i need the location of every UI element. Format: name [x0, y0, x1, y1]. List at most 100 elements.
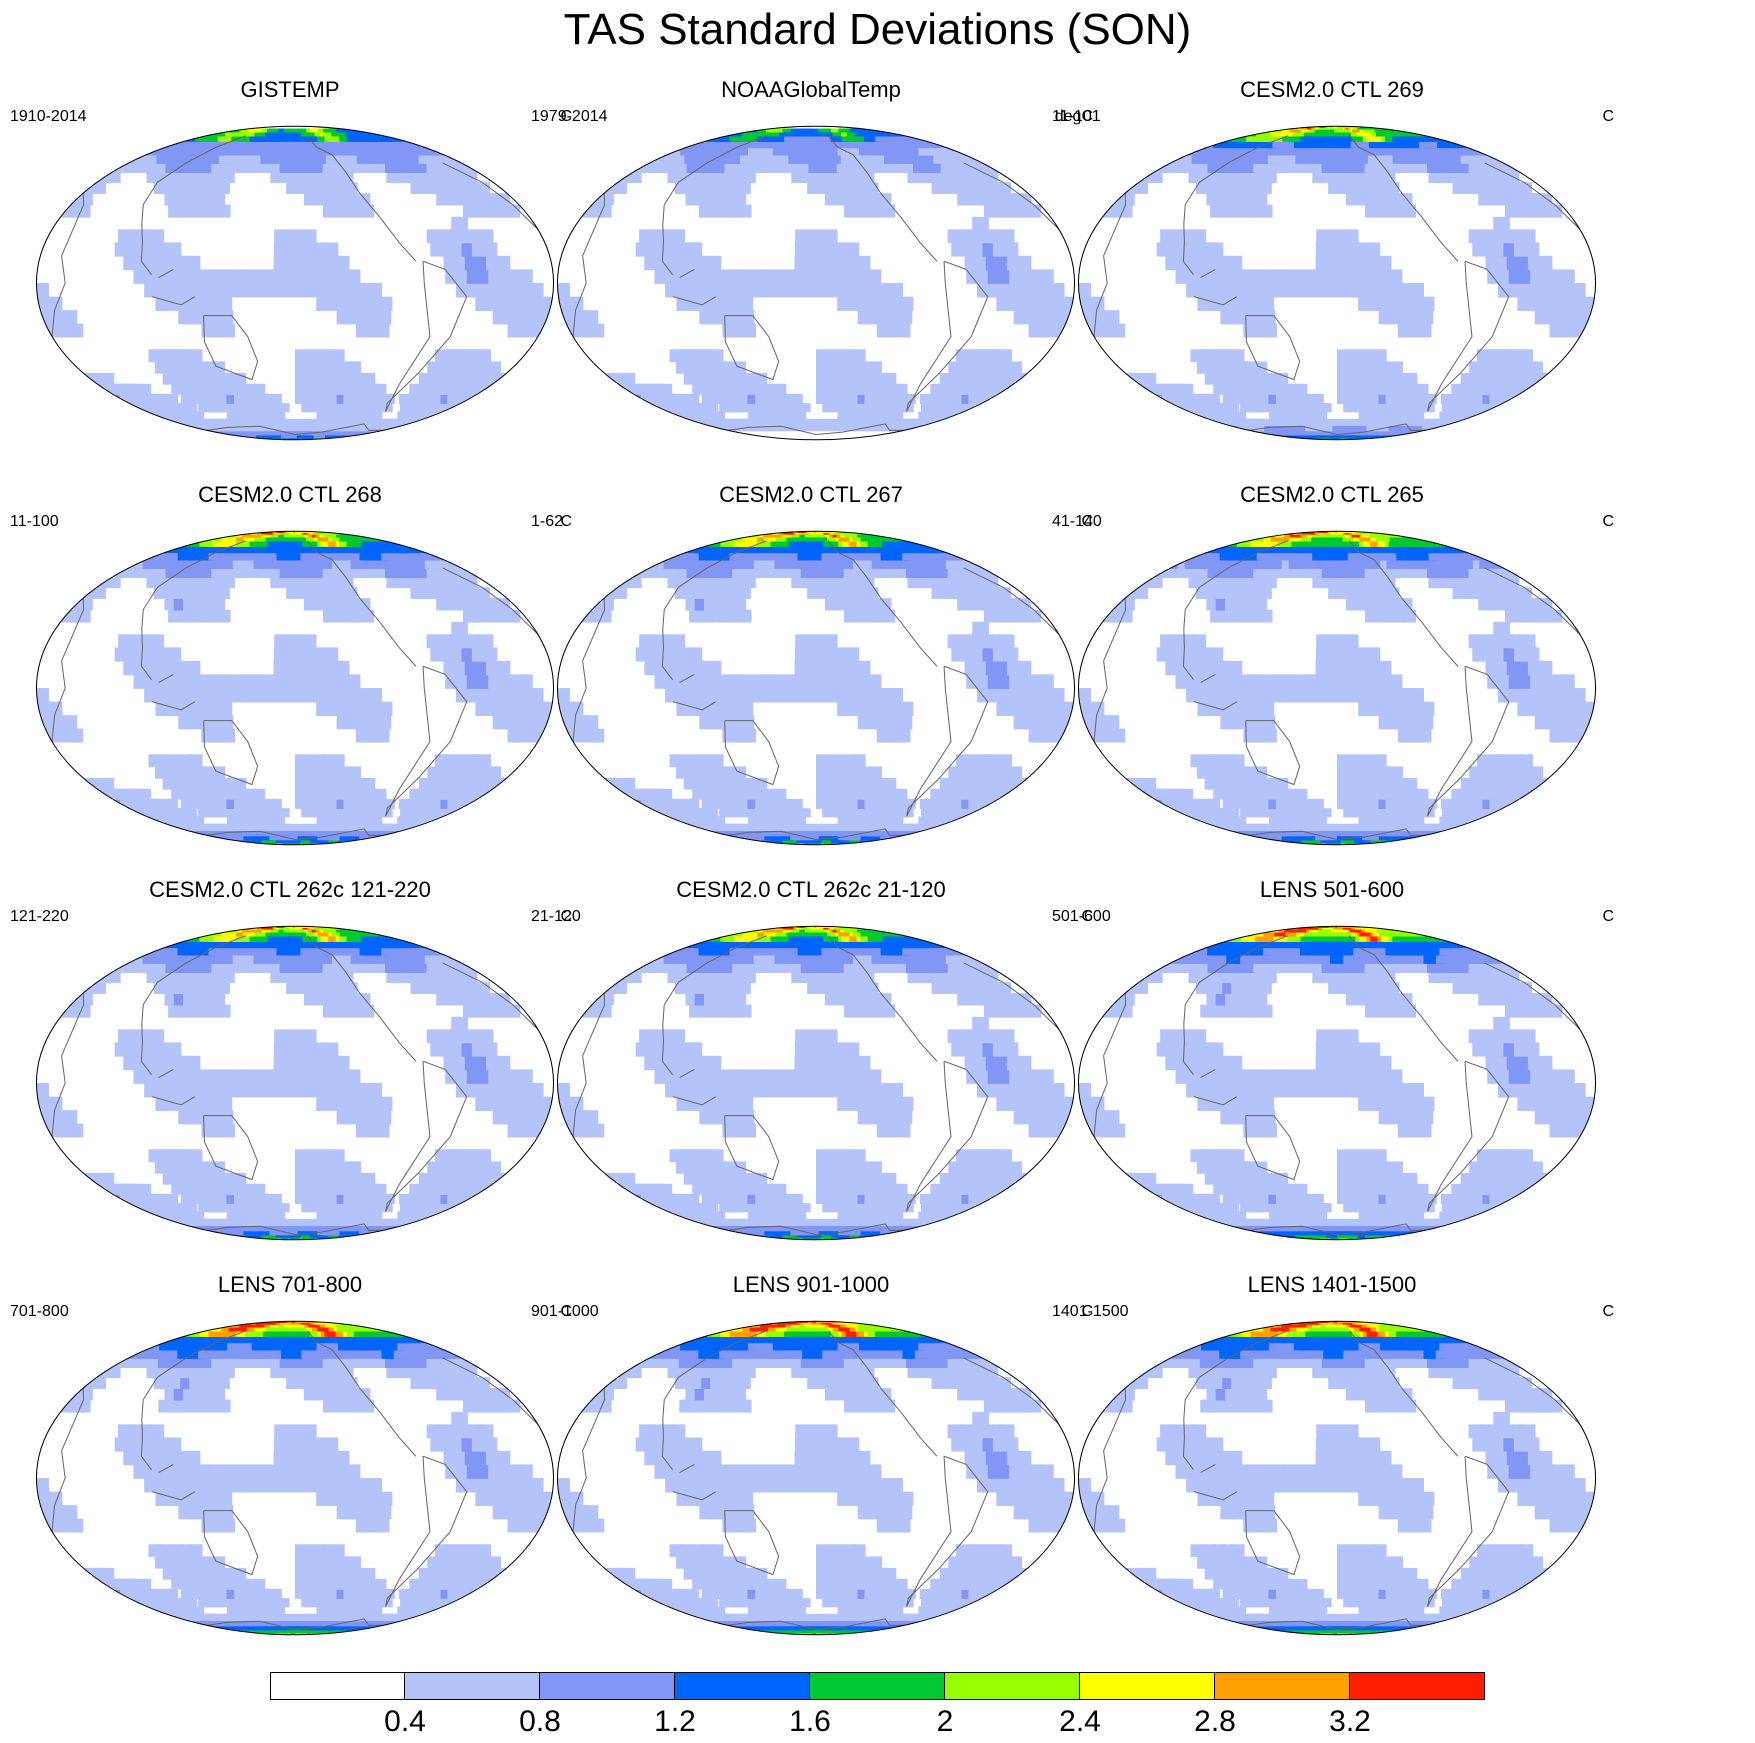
- contour-cell: [1403, 372, 1418, 385]
- contour-cell: [295, 536, 300, 542]
- contour-cell: [816, 823, 823, 831]
- contour-cell: [287, 567, 296, 579]
- contour-cell: [249, 393, 262, 404]
- contour-cell: [215, 777, 230, 790]
- contour-cell: [781, 154, 793, 164]
- contour-cell: [1207, 283, 1220, 298]
- contour-cell: [857, 372, 870, 385]
- contour-cell: [326, 701, 339, 717]
- coastline: [206, 423, 384, 436]
- contour-cell: [745, 372, 759, 385]
- contour-cell: [241, 269, 253, 284]
- contour-cell: [300, 147, 309, 156]
- contour-cell: [357, 715, 371, 730]
- contour-cell: [262, 283, 275, 298]
- contour-cell: [858, 255, 871, 271]
- contour-cell: [1337, 383, 1347, 395]
- contour-cell: [793, 798, 803, 809]
- contour-cell: [274, 634, 286, 649]
- contour-cell: [1352, 172, 1363, 184]
- contour-cell: [719, 296, 732, 312]
- contour-cell: [304, 754, 316, 768]
- contour-cell: [819, 425, 826, 432]
- contour-cell: [1320, 418, 1329, 426]
- contour-cell: [298, 540, 305, 547]
- contour-cell: [187, 688, 200, 703]
- contour-cell: [846, 172, 859, 184]
- contour-cell: [466, 283, 479, 298]
- contour-cell: [993, 349, 1013, 363]
- contour-cell: [332, 349, 345, 363]
- contour-cell: [741, 172, 756, 184]
- contour-cell: [1329, 430, 1336, 436]
- contour-cell: [302, 383, 313, 395]
- contour-cell: [1369, 372, 1382, 385]
- contour-cell: [36, 688, 49, 703]
- contour-cell: [355, 728, 369, 743]
- contour-cell: [290, 540, 296, 547]
- contour-cell: [92, 372, 115, 385]
- contour-cell: [1341, 140, 1349, 149]
- contour-cell: [665, 269, 678, 284]
- contour-cell: [1237, 383, 1255, 395]
- figure-title: TAS Standard Deviations (SON): [563, 5, 1192, 54]
- contour-cell: [338, 533, 363, 538]
- contour-cell: [753, 154, 768, 164]
- contour-cell: [1497, 269, 1511, 284]
- contour-cell: [496, 701, 511, 717]
- contour-cell: [279, 567, 289, 579]
- contour-cell: [829, 162, 840, 174]
- contour-cell: [1375, 172, 1388, 184]
- contour-cell: [777, 162, 790, 174]
- contour-cell: [1261, 283, 1274, 298]
- contour-cell: [264, 393, 276, 404]
- contour-cell: [470, 383, 494, 395]
- contour-cell: [284, 688, 296, 703]
- contour-cell: [371, 788, 387, 800]
- contour-cell: [1258, 204, 1273, 218]
- contour-cell: [1322, 430, 1330, 436]
- contour-cell: [812, 842, 816, 845]
- contour-cell: [604, 182, 627, 194]
- contour-cell: [1530, 269, 1543, 284]
- contour-cell: [295, 425, 301, 432]
- contour-cell: [1299, 411, 1311, 420]
- contour-cell: [1326, 269, 1338, 284]
- contour-cell: [239, 559, 253, 569]
- contour-cell: [1542, 204, 1563, 218]
- contour-cell: [270, 172, 281, 184]
- coastlines: [51, 135, 539, 436]
- contour-cell: [295, 393, 304, 404]
- contour-cell: [1374, 349, 1387, 363]
- contour-cell: [1293, 269, 1306, 284]
- contour-cell: [802, 808, 811, 818]
- contour-cell: [1186, 283, 1199, 298]
- contour-cell: [326, 660, 339, 676]
- contour-cell: [477, 269, 490, 284]
- contour-cell: [1562, 283, 1575, 298]
- contour-cell: [1330, 154, 1338, 164]
- contour-cell: [1368, 255, 1381, 271]
- contour-cell: [286, 533, 293, 538]
- contour-cell: [189, 777, 206, 790]
- coastline: [51, 193, 85, 337]
- contour-cell: [475, 701, 490, 717]
- coastline: [306, 540, 417, 667]
- contour-cell: [1421, 135, 1448, 142]
- contour-cell: [319, 808, 331, 818]
- contour-cell: [295, 349, 306, 363]
- contour-cell: [1322, 131, 1330, 137]
- contour-cell: [195, 788, 213, 800]
- contour-cell: [208, 674, 221, 689]
- contour-cell: [1479, 154, 1504, 164]
- contour-cell: [1358, 269, 1371, 284]
- contour-cell: [1508, 283, 1521, 298]
- contour-cell: [897, 323, 911, 338]
- contour-cell: [840, 182, 853, 194]
- contour-cell: [295, 754, 306, 768]
- contour-cell: [1551, 269, 1565, 284]
- contour-cell: [316, 147, 327, 156]
- contour-cell: [876, 323, 890, 338]
- contour-cell: [285, 135, 293, 142]
- contour-cell: [308, 140, 318, 149]
